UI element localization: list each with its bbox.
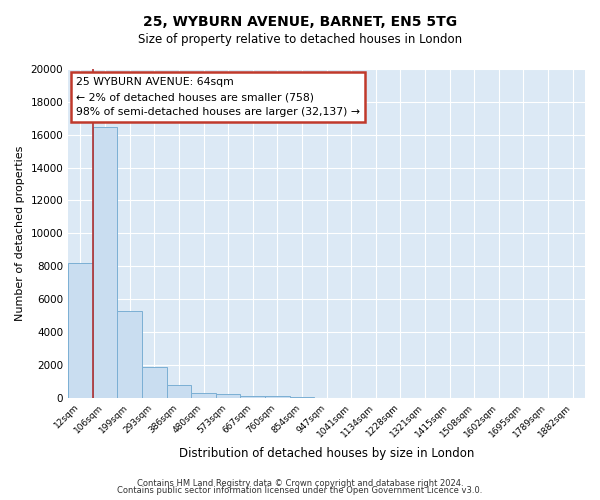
Bar bbox=[93, 126, 118, 398]
Text: Contains public sector information licensed under the Open Government Licence v3: Contains public sector information licen… bbox=[118, 486, 482, 495]
Bar bbox=[118, 310, 142, 398]
Y-axis label: Number of detached properties: Number of detached properties bbox=[15, 146, 25, 321]
Text: Contains HM Land Registry data © Crown copyright and database right 2024.: Contains HM Land Registry data © Crown c… bbox=[137, 478, 463, 488]
Title: 25, WYBURN AVENUE, BARNET, EN5 5TG
Size of property relative to detached houses : 25, WYBURN AVENUE, BARNET, EN5 5TG Size … bbox=[0, 499, 1, 500]
Bar bbox=[216, 394, 241, 398]
Bar bbox=[142, 368, 167, 398]
X-axis label: Distribution of detached houses by size in London: Distribution of detached houses by size … bbox=[179, 447, 474, 460]
Text: Size of property relative to detached houses in London: Size of property relative to detached ho… bbox=[138, 32, 462, 46]
Bar bbox=[265, 396, 290, 398]
Text: 25 WYBURN AVENUE: 64sqm
← 2% of detached houses are smaller (758)
98% of semi-de: 25 WYBURN AVENUE: 64sqm ← 2% of detached… bbox=[76, 77, 360, 117]
Bar bbox=[167, 384, 191, 398]
Bar bbox=[241, 396, 265, 398]
Text: 25, WYBURN AVENUE, BARNET, EN5 5TG: 25, WYBURN AVENUE, BARNET, EN5 5TG bbox=[143, 15, 457, 29]
Bar bbox=[191, 392, 216, 398]
Bar bbox=[290, 396, 314, 398]
Bar bbox=[68, 263, 93, 398]
